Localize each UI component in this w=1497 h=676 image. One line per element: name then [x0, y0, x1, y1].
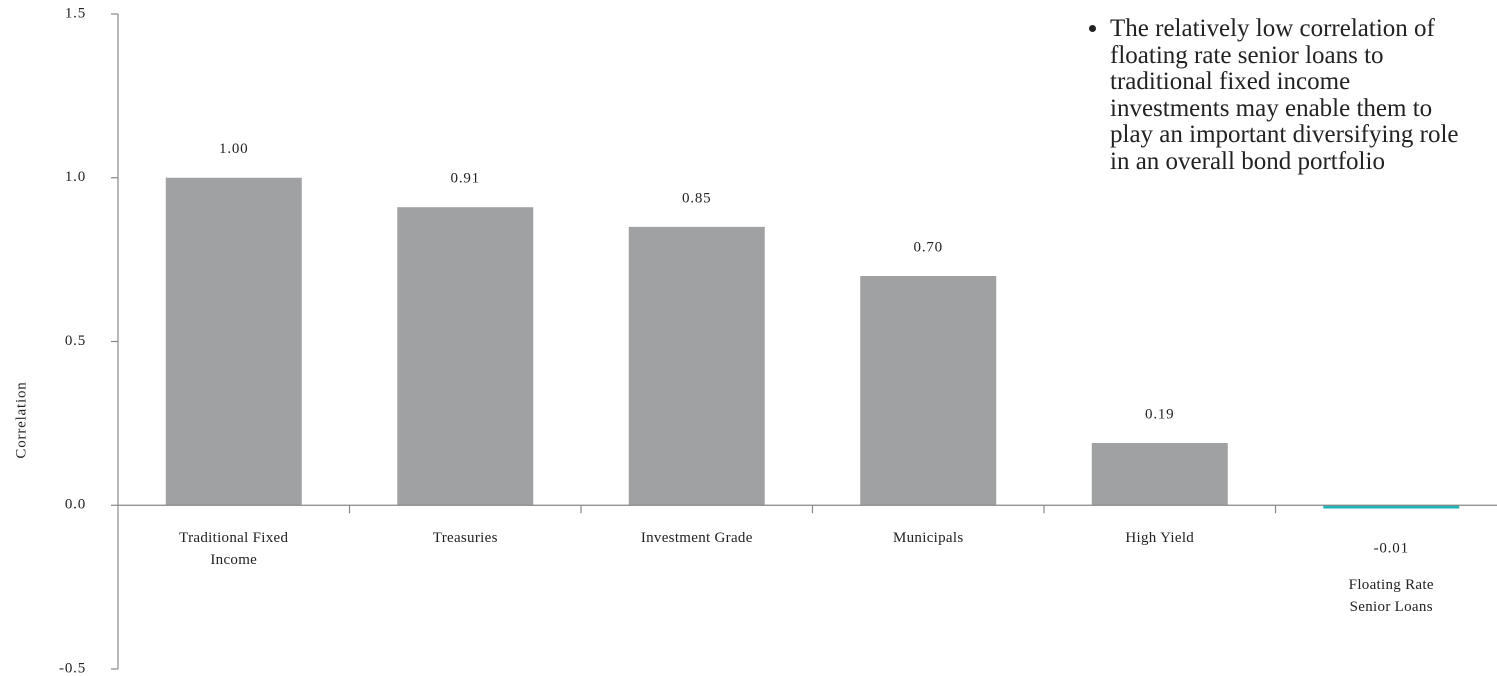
- value-label: 0.70: [914, 239, 943, 255]
- x-tick-label: High Yield: [1125, 530, 1195, 547]
- y-tick-label: 0.5: [65, 333, 86, 349]
- bar: [860, 276, 997, 506]
- bar: [628, 226, 765, 506]
- value-label: 0.19: [1145, 406, 1174, 422]
- value-label: 0.85: [682, 190, 711, 206]
- bar: [1323, 505, 1460, 509]
- y-tick-label: 1.0: [65, 169, 86, 185]
- y-axis-label: Correlation: [13, 381, 29, 458]
- x-tick-label: Treasuries: [432, 530, 498, 547]
- annotation: The relatively low correlation of floati…: [1070, 15, 1497, 175]
- x-tick-label: Investment Grade: [640, 530, 753, 547]
- x-tick-label: Floating Rate Senior Loans: [1348, 577, 1434, 616]
- y-tick-label: 1.5: [65, 5, 86, 21]
- bar: [1091, 443, 1228, 506]
- value-label: -0.01: [1374, 541, 1409, 557]
- x-tick-label: Municipals: [893, 530, 964, 547]
- annotation-text: The relatively low correlation of floati…: [1110, 15, 1470, 175]
- y-tick-label: 0.0: [65, 497, 86, 513]
- bar: [165, 177, 302, 506]
- y-tick-label: -0.5: [59, 660, 86, 676]
- bar: [397, 207, 534, 506]
- x-tick-label: Traditional Fixed Income: [179, 530, 289, 569]
- value-label: 0.91: [451, 171, 480, 187]
- value-label: 1.00: [219, 141, 248, 157]
